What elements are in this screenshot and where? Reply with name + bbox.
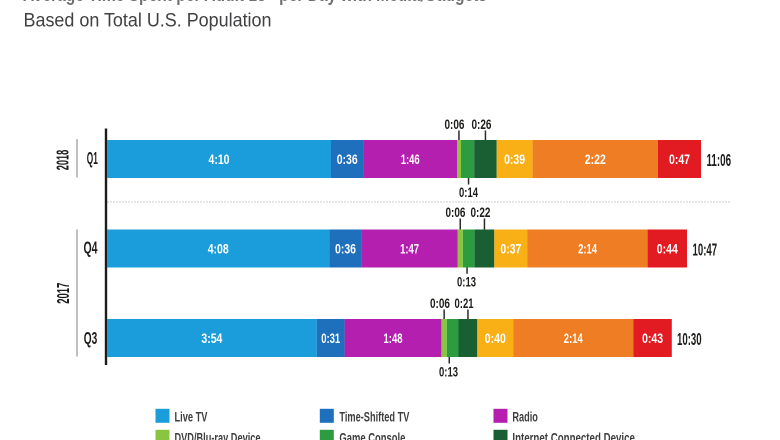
svg-text:0:47: 0:47 (669, 151, 690, 167)
svg-text:0:40: 0:40 (485, 330, 506, 346)
svg-text:0:13: 0:13 (457, 274, 476, 290)
svg-text:Radio: Radio (512, 410, 538, 425)
svg-text:Internet Connected Device: Internet Connected Device (512, 431, 635, 440)
svg-text:Q3: Q3 (84, 328, 98, 348)
svg-text:0:43: 0:43 (642, 330, 663, 346)
svg-text:2:14: 2:14 (578, 241, 597, 257)
svg-text:Based on Total U.S. Population: Based on Total U.S. Population (24, 11, 272, 32)
svg-text:0:37: 0:37 (500, 241, 521, 257)
svg-text:0:31: 0:31 (321, 330, 340, 346)
svg-text:4:10: 4:10 (209, 151, 230, 167)
svg-text:DVD/Blu-ray Device: DVD/Blu-ray Device (175, 431, 261, 440)
svg-text:0:13: 0:13 (439, 364, 458, 380)
svg-text:0:44: 0:44 (657, 241, 678, 257)
svg-text:0:36: 0:36 (335, 241, 356, 257)
svg-text:2017: 2017 (53, 283, 73, 304)
svg-text:Time-Shifted TV: Time-Shifted TV (339, 410, 409, 425)
svg-text:1:47: 1:47 (400, 241, 419, 257)
svg-text:1:46: 1:46 (401, 151, 420, 167)
svg-text:0:14: 0:14 (459, 184, 478, 200)
svg-text:Q4: Q4 (84, 237, 98, 257)
svg-text:Q1: Q1 (87, 148, 98, 168)
svg-text:0:36: 0:36 (337, 151, 358, 167)
svg-text:0:26: 0:26 (472, 116, 492, 132)
svg-text:10:30: 10:30 (677, 329, 702, 349)
svg-text:Game Console: Game Console (339, 431, 405, 440)
svg-text:0:06: 0:06 (445, 116, 465, 132)
svg-text:11:06: 11:06 (707, 150, 732, 170)
svg-text:Average Time Spent per Adult 1: Average Time Spent per Adult 18+ per Day… (23, 0, 487, 6)
svg-text:Live TV: Live TV (175, 410, 208, 425)
svg-text:2:14: 2:14 (564, 330, 583, 346)
svg-text:1:48: 1:48 (384, 330, 403, 346)
svg-text:0:06: 0:06 (430, 295, 450, 311)
svg-text:4:08: 4:08 (208, 241, 229, 257)
svg-text:0:06: 0:06 (446, 204, 466, 220)
svg-text:0:22: 0:22 (471, 204, 491, 220)
svg-text:10:47: 10:47 (693, 240, 718, 260)
svg-text:0:21: 0:21 (455, 295, 474, 311)
svg-text:3:54: 3:54 (201, 330, 222, 346)
svg-text:0:39: 0:39 (504, 151, 525, 167)
svg-text:2:22: 2:22 (585, 151, 606, 167)
svg-text:2018: 2018 (52, 150, 72, 171)
